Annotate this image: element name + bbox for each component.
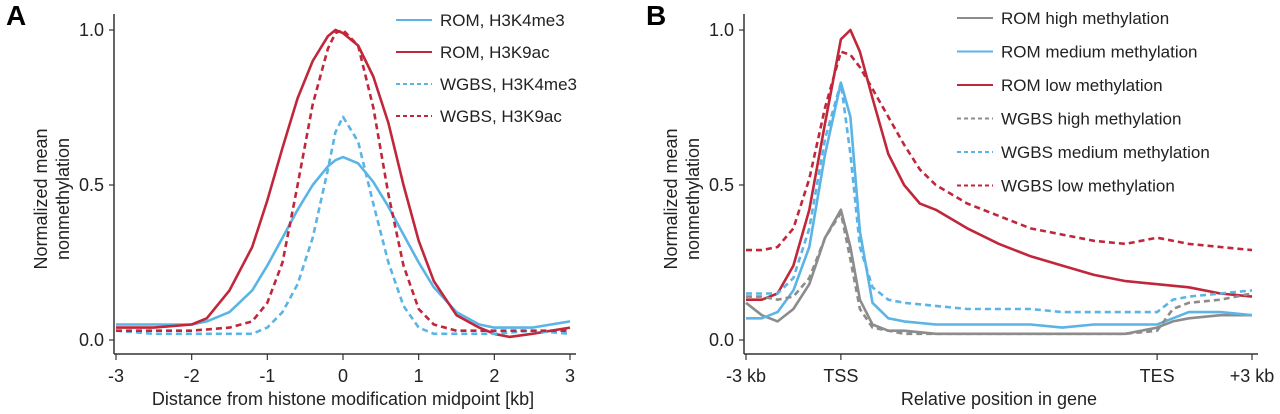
y-axis-label-line: nonmethylation: [53, 138, 73, 260]
y-tick-label: 0.5: [79, 175, 104, 195]
y-tick-label: 1.0: [79, 20, 104, 40]
legend-label: WGBS, H3K4me3: [440, 75, 577, 94]
series-line: [746, 50, 1253, 252]
legend-label: WGBS low methylation: [1001, 177, 1175, 196]
series-line: [746, 81, 1253, 314]
legend-label: WGBS, H3K9ac: [440, 107, 562, 126]
series-line: [746, 81, 1253, 329]
y-tick-label: 1.0: [709, 20, 734, 40]
series-line: [116, 28, 571, 339]
y-tick-label: 0.0: [709, 330, 734, 350]
x-tick-label: 3: [565, 366, 575, 386]
y-tick-label: 0.5: [709, 175, 734, 195]
y-axis-label-line: Normalized mean: [661, 128, 681, 269]
series-line: [115, 115, 571, 336]
series-line: [745, 208, 1252, 336]
x-tick-label: +3 kb: [1230, 366, 1275, 386]
y-axis-label: Normalized mean nonmethylation: [661, 128, 703, 269]
legend-label: ROM medium methylation: [1001, 43, 1198, 62]
y-axis-label-line: Normalized mean: [31, 128, 51, 269]
y-tick-label: 0.0: [79, 330, 104, 350]
chart-panel-b: B 0.0 0.5 1.0 -3 kb TSS TES +3 kb Relative posi…: [640, 0, 1280, 414]
panel-letter: A: [6, 0, 27, 31]
y-axis-label-line: nonmethylation: [683, 138, 703, 260]
chart-a-svg: 0.0 0.5 1.0 -3 -2 -1 0 1 2 3 Distance from histone…: [31, 11, 577, 409]
legend-label: ROM high methylation: [1001, 9, 1169, 28]
panel-letter: B: [646, 0, 667, 31]
chart-b-svg: 0.0 0.5 1.0 -3 kb TSS TES +3 kb Relative positi…: [661, 9, 1275, 409]
x-tick-label: 1: [414, 366, 424, 386]
legend-label: ROM low methylation: [1001, 76, 1163, 95]
x-axis-label: Distance from histone modification midpo…: [152, 389, 534, 409]
series-line: [746, 28, 1253, 301]
chart-panel-a: A 0.0 0.5 1.0 -3 -2 -1 0 1 2 3 Distance from histo…: [6, 0, 577, 409]
series-line: [746, 211, 1253, 336]
x-tick-label: -3: [108, 366, 124, 386]
x-tick-label: 0: [338, 366, 348, 386]
x-tick-label: -2: [184, 366, 200, 386]
legend-label: ROM, H3K4me3: [440, 11, 565, 30]
x-tick-label: -3 kb: [726, 366, 766, 386]
x-tick-label: -1: [259, 366, 275, 386]
legend-label: WGBS medium methylation: [1001, 143, 1210, 162]
x-tick-label: TES: [1140, 366, 1175, 386]
y-axis-label: Normalized mean nonmethylation: [31, 128, 73, 269]
x-tick-label: 2: [489, 366, 499, 386]
series-line: [116, 28, 570, 332]
x-axis-label: Relative position in gene: [901, 389, 1097, 409]
legend-label: ROM, H3K9ac: [440, 43, 550, 62]
series-line: [116, 155, 571, 329]
legend-label: WGBS high methylation: [1001, 110, 1181, 129]
x-tick-label: TSS: [823, 366, 858, 386]
